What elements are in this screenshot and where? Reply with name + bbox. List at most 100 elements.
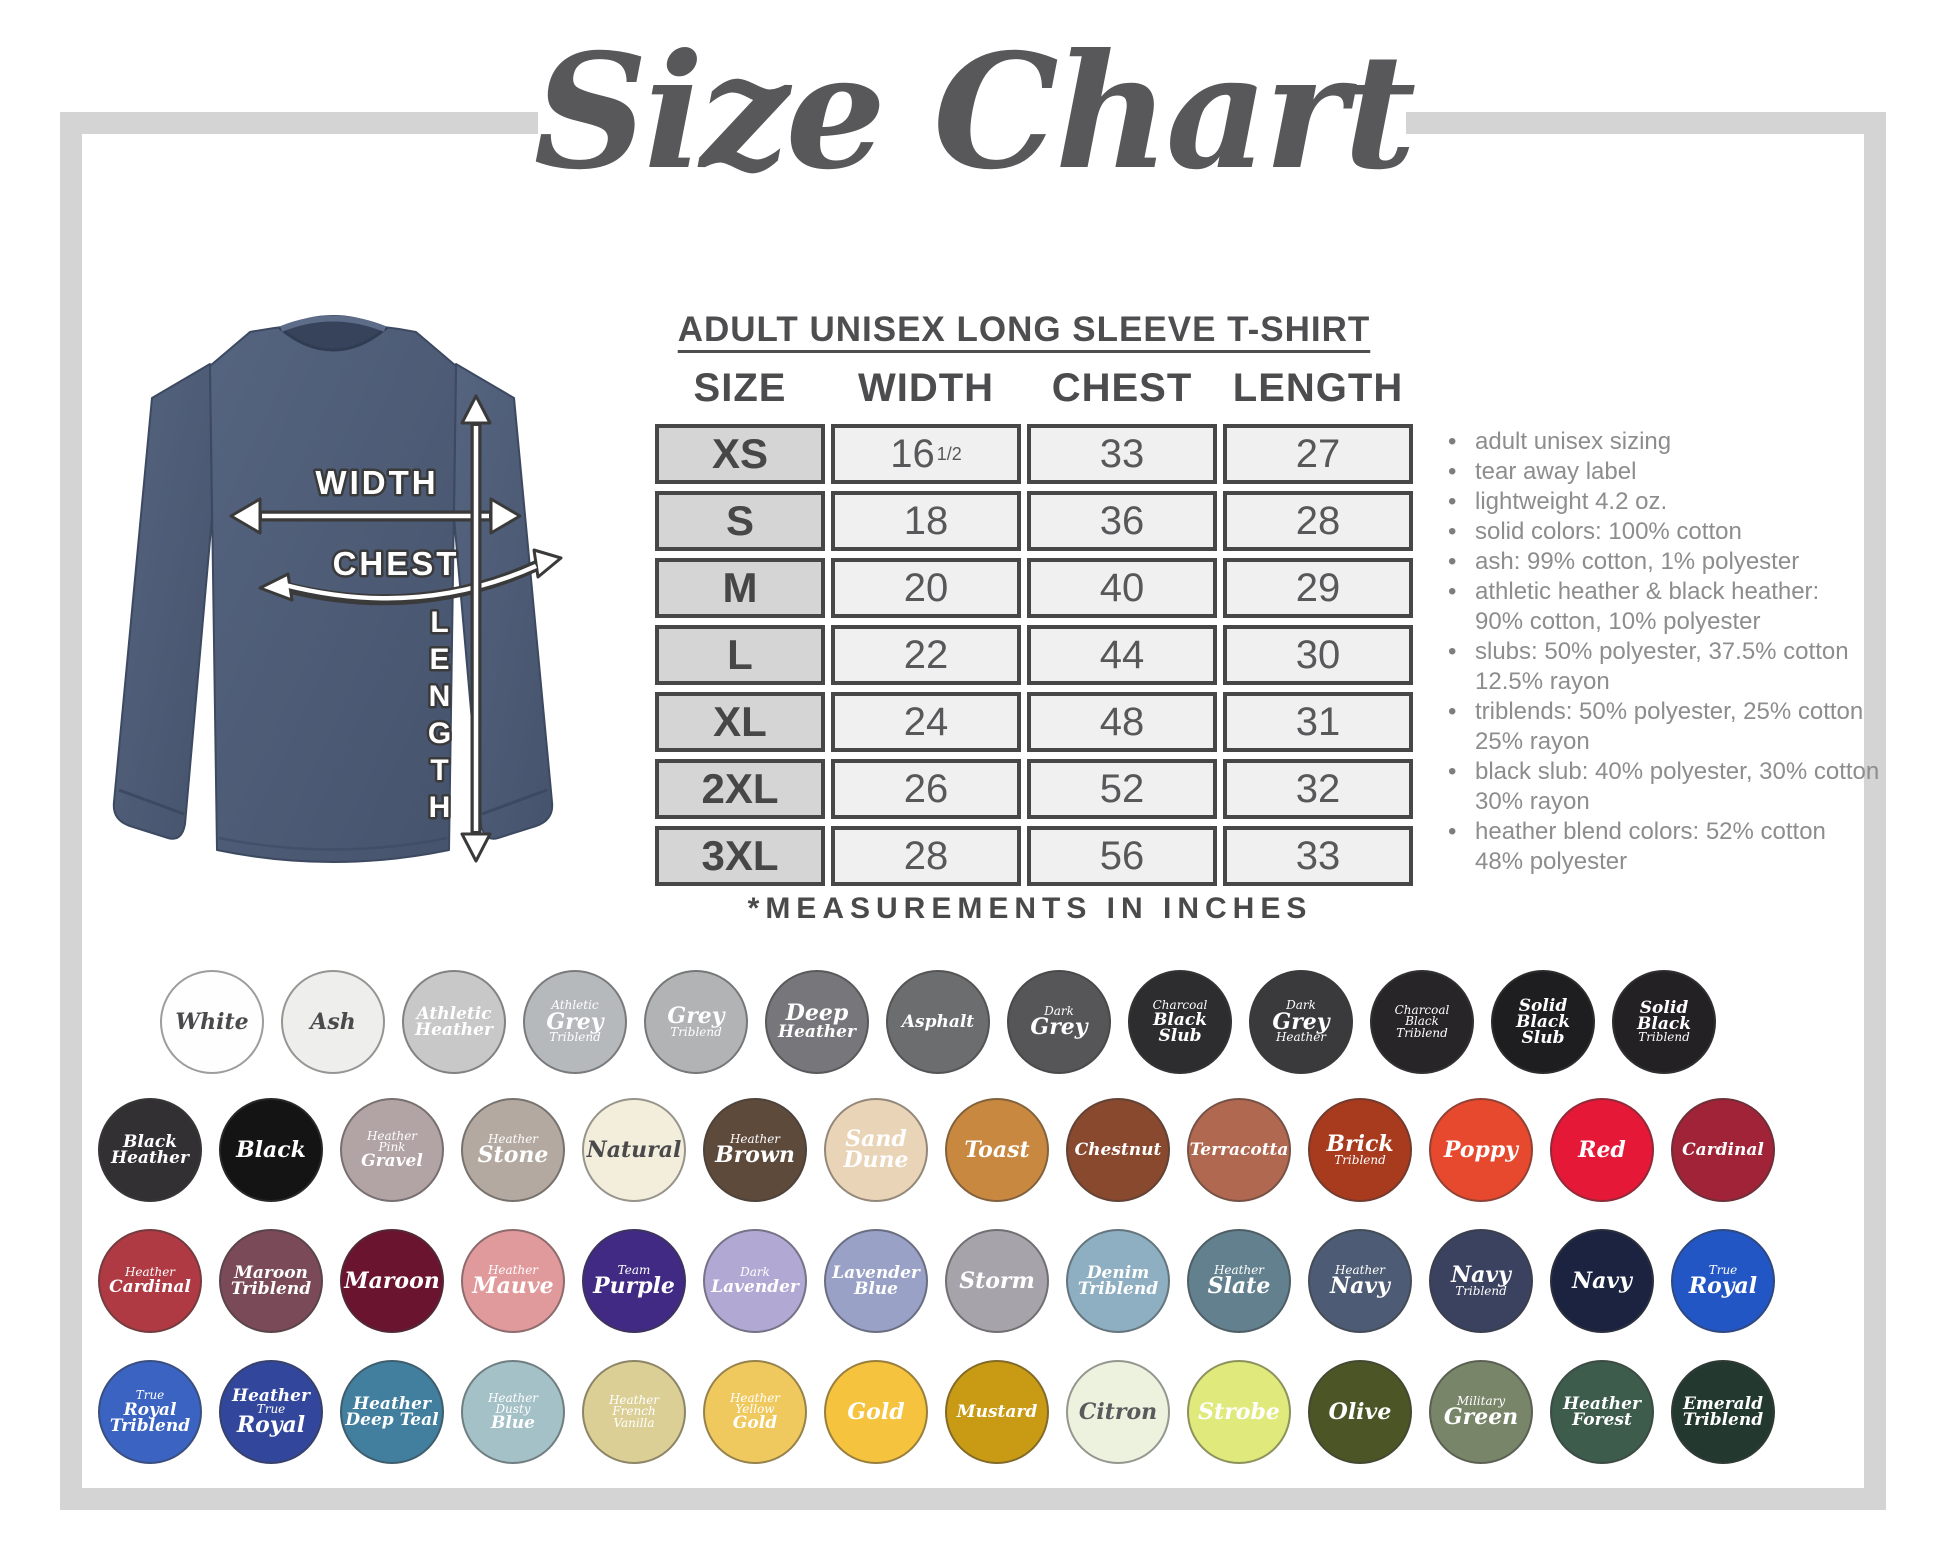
table-column-headers: SIZE WIDTH CHEST LENGTH <box>655 366 1413 411</box>
length-arrow <box>460 394 492 863</box>
length-cell: 29 <box>1223 558 1413 618</box>
swatch-row-neutrals-reds: Black Heather Black Heather Pink Gravel Heathe… <box>98 1098 1775 1202</box>
detail-item: athletic heather & black heather:90% cot… <box>1442 577 1912 637</box>
color-swatch-chestnut: Chestnut <box>1066 1098 1170 1202</box>
column-header-width: WIDTH <box>857 366 995 410</box>
size-cell: 2XL <box>655 759 825 819</box>
color-swatch-denim-triblend: Denim Triblend <box>1066 1229 1170 1333</box>
hem-seam <box>218 836 448 851</box>
color-swatch-heather-french-vanilla: Heather French Vanilla <box>582 1360 686 1464</box>
swatch-row-purples-blues: Heather Cardinal Maroon Triblend Maroon Heath… <box>98 1229 1775 1333</box>
chest-cell: 33 <box>1027 424 1217 484</box>
frame-bottom <box>60 1488 1886 1510</box>
color-swatch-white: White <box>160 970 264 1074</box>
size-cell: XS <box>655 424 825 484</box>
chest-cell: 56 <box>1027 826 1217 886</box>
chest-cell: 52 <box>1027 759 1217 819</box>
color-swatch-heather-yellow-gold: Heather Yellow Gold <box>703 1360 807 1464</box>
color-swatch-athletic-heather: Athletic Heather <box>402 970 506 1074</box>
color-swatch-black: Black <box>219 1098 323 1202</box>
table-row-3xl: 3XL 28 56 33 <box>655 826 1413 886</box>
product-heading: ADULT UNISEX LONG SLEEVE T-SHIRT <box>634 310 1414 350</box>
color-swatch-heather-true-royal: Heather True Royal <box>219 1360 323 1464</box>
color-swatch-heather-forest: Heather Forest <box>1550 1360 1654 1464</box>
color-swatch-asphalt: Asphalt <box>886 970 990 1074</box>
detail-item: lightweight 4.2 oz. <box>1442 487 1912 517</box>
length-cell: 32 <box>1223 759 1413 819</box>
color-swatch-emerald-triblend: Emerald Triblend <box>1671 1360 1775 1464</box>
color-swatch-athletic-grey-triblend: Athletic Grey Triblend <box>523 970 627 1074</box>
table-row-m: M 20 40 29 <box>655 558 1413 618</box>
size-cell: XL <box>655 692 825 752</box>
color-swatch-heather-navy: Heather Navy <box>1308 1229 1412 1333</box>
color-swatch-heather-slate: Heather Slate <box>1187 1229 1291 1333</box>
color-swatch-heather-deep-teal: Heather Deep Teal <box>340 1360 444 1464</box>
color-swatch-natural: Natural <box>582 1098 686 1202</box>
right-cuff-seam <box>481 788 548 816</box>
collar-rib <box>279 315 387 332</box>
color-swatch-lavender-blue: Lavender Blue <box>824 1229 928 1333</box>
width-arrow <box>229 497 522 535</box>
color-swatch-heather-dusty-blue: Heather Dusty Blue <box>461 1360 565 1464</box>
chest-measure-label: CHEST <box>333 545 460 582</box>
color-swatch-heather-brown: Heather Brown <box>703 1098 807 1202</box>
table-row-s: S 18 36 28 <box>655 491 1413 551</box>
color-swatch-ash: Ash <box>281 970 385 1074</box>
color-swatch-heather-mauve: Heather Mauve <box>461 1229 565 1333</box>
measurements-note: *MEASUREMENTS IN INCHES <box>747 892 1313 925</box>
color-swatch-sand-dune: Sand Dune <box>824 1098 928 1202</box>
swatch-row-greys: White Ash Athletic Heather Athletic Grey Tribl… <box>160 970 1716 1074</box>
width-cell: 22 <box>831 625 1021 685</box>
width-measure-label: WIDTH <box>315 464 438 501</box>
color-swatch-mustard: Mustard <box>945 1360 1049 1464</box>
column-header-chest: CHEST <box>1051 366 1193 410</box>
width-cell: 16 1/2 <box>831 424 1021 484</box>
column-header-size: SIZE <box>693 366 787 410</box>
length-cell: 27 <box>1223 424 1413 484</box>
color-swatch-poppy: Poppy <box>1429 1098 1533 1202</box>
chest-arrow <box>258 548 563 606</box>
color-swatch-true-royal: True Royal <box>1671 1229 1775 1333</box>
color-swatch-citron: Citron <box>1066 1360 1170 1464</box>
table-row-2xl: 2XL 26 52 32 <box>655 759 1413 819</box>
detail-item: adult unisex sizing <box>1442 427 1912 457</box>
detail-item: black slub: 40% polyester, 30% cotton30%… <box>1442 757 1912 817</box>
details-list: adult unisex sizingtear away labellightw… <box>1442 427 1912 877</box>
color-swatch-grey-triblend: Grey Triblend <box>644 970 748 1074</box>
width-cell: 28 <box>831 826 1021 886</box>
size-cell: 3XL <box>655 826 825 886</box>
width-cell: 20 <box>831 558 1021 618</box>
width-cell: 18 <box>831 491 1021 551</box>
color-swatch-red: Red <box>1550 1098 1654 1202</box>
frame-top-right <box>1406 112 1886 134</box>
color-swatch-true-royal-triblend: True Royal Triblend <box>98 1360 202 1464</box>
fraction: 1/2 <box>936 443 962 464</box>
color-swatch-terracotta: Terracotta <box>1187 1098 1291 1202</box>
color-swatch-olive: Olive <box>1308 1360 1412 1464</box>
color-swatch-heather-pink-gravel: Heather Pink Gravel <box>340 1098 444 1202</box>
color-swatch-gold: Gold <box>824 1360 928 1464</box>
frame-top-left <box>60 112 538 134</box>
swatch-row-blues-greens: True Royal Triblend Heather True Royal Heather… <box>98 1360 1775 1464</box>
color-swatch-dark-lavender: Dark Lavender <box>703 1229 807 1333</box>
color-swatch-dark-grey-heather: Dark Grey Heather <box>1249 970 1353 1074</box>
frame-left <box>60 112 82 1510</box>
length-cell: 30 <box>1223 625 1413 685</box>
chest-cell: 40 <box>1027 558 1217 618</box>
color-swatch-solid-black-triblend: Solid Black Triblend <box>1612 970 1716 1074</box>
color-swatch-toast: Toast <box>945 1098 1049 1202</box>
length-cell: 31 <box>1223 692 1413 752</box>
color-swatch-navy: Navy <box>1550 1229 1654 1333</box>
color-swatch-heather-cardinal: Heather Cardinal <box>98 1229 202 1333</box>
color-swatch-solid-black-slub: Solid Black Slub <box>1491 970 1595 1074</box>
detail-item: ash: 99% cotton, 1% polyester <box>1442 547 1912 577</box>
column-header-length: LENGTH <box>1232 366 1404 410</box>
color-swatch-team-purple: Team Purple <box>582 1229 686 1333</box>
color-swatch-charcoal-black-slub: Charcoal Black Slub <box>1128 970 1232 1074</box>
table-row-xs: XS 16 1/2 33 27 <box>655 424 1413 484</box>
color-swatch-maroon: Maroon <box>340 1229 444 1333</box>
left-sleeve <box>112 363 213 840</box>
width-cell: 26 <box>831 759 1021 819</box>
